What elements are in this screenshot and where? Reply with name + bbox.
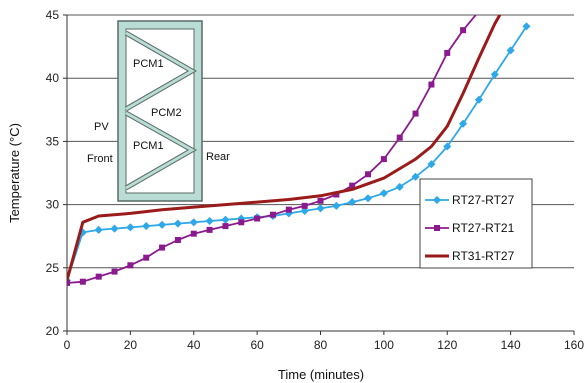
pcm1-bottom-label: PCM1 — [133, 140, 164, 152]
y-tick-label: 30 — [46, 198, 60, 212]
series-line — [67, 15, 502, 281]
data-point — [458, 119, 468, 128]
data-point — [506, 46, 515, 55]
data-point — [300, 206, 309, 216]
legend-box — [419, 178, 533, 269]
data-point — [443, 142, 452, 151]
pcm2-label: PCM2 — [151, 107, 182, 119]
data-point — [173, 219, 183, 228]
pv-label: PV — [94, 121, 109, 133]
data-point — [316, 204, 325, 213]
x-tick-label: 120 — [437, 338, 457, 352]
y-tick-label: 25 — [46, 261, 60, 275]
data-point — [348, 197, 357, 207]
data-point — [159, 244, 166, 251]
data-point — [94, 225, 103, 235]
y-tick-label: 20 — [46, 324, 60, 338]
y-tick-label: 35 — [46, 134, 60, 148]
data-point — [317, 197, 324, 204]
data-point — [474, 95, 484, 104]
x-tick-label: 60 — [250, 338, 264, 352]
pcm-schematic: PCM1 PCM2 PCM1 PV Front Rear — [87, 20, 230, 202]
data-point — [444, 49, 451, 56]
axes: 0 20 40 60 80 100 120 140 160 20 25 30 35 40 45 — [46, 8, 585, 352]
data-point — [490, 70, 499, 79]
data-point — [333, 191, 340, 198]
data-point — [411, 172, 420, 181]
data-point — [365, 171, 372, 178]
y-tick-label: 45 — [46, 8, 60, 22]
legend-item: RT27-RT21 — [425, 221, 515, 235]
data-point — [190, 230, 197, 237]
data-point — [111, 268, 118, 275]
series-rt31-rt27 — [67, 15, 502, 281]
data-point — [460, 27, 467, 34]
data-point — [189, 218, 198, 227]
x-tick-label: 20 — [124, 338, 138, 352]
data-point — [95, 273, 102, 280]
data-point — [380, 156, 387, 163]
x-tick-label: 140 — [501, 338, 521, 352]
data-point — [238, 219, 245, 226]
data-point — [395, 182, 404, 192]
data-point — [254, 215, 261, 222]
data-point — [349, 182, 356, 189]
data-point — [205, 216, 214, 226]
data-point — [363, 194, 373, 203]
data-point — [332, 201, 341, 211]
data-point — [126, 223, 135, 232]
x-tick-label: 40 — [187, 338, 201, 352]
data-point — [428, 81, 435, 88]
data-point — [222, 223, 229, 230]
data-point — [432, 195, 442, 205]
legend-label: RT27-RT21 — [452, 221, 515, 235]
x-tick-label: 100 — [374, 338, 394, 352]
x-tick-label: 80 — [314, 338, 328, 352]
data-point — [412, 110, 419, 117]
legend-label: RT31-RT27 — [452, 249, 515, 263]
series-rt27-rt21 — [67, 8, 482, 286]
x-tick-label: 0 — [64, 338, 71, 352]
fin-top-inner — [125, 31, 196, 111]
data-point — [110, 224, 119, 233]
data-point — [157, 220, 167, 229]
rear-label: Rear — [206, 151, 230, 163]
y-axis-label: Temperature (°C) — [7, 123, 22, 223]
data-point — [142, 221, 151, 231]
pcm1-top-label: PCM1 — [133, 58, 164, 70]
data-point — [285, 206, 292, 213]
legend-item: RT27-RT27 — [425, 193, 515, 207]
legend: RT27-RT27 RT27-RT21 RT31-RT27 — [419, 178, 533, 269]
data-point — [396, 134, 403, 141]
x-tick-label: 160 — [564, 338, 584, 352]
data-point — [522, 22, 531, 31]
series-layer — [67, 8, 531, 286]
legend-label: RT27-RT27 — [452, 193, 515, 207]
data-point — [127, 262, 134, 269]
data-point — [476, 8, 482, 14]
data-point — [206, 226, 213, 233]
data-point — [427, 159, 436, 169]
y-tick-label: 40 — [46, 71, 60, 85]
data-point — [221, 215, 230, 224]
data-point — [269, 211, 276, 218]
data-point — [143, 254, 150, 261]
data-point — [379, 189, 389, 198]
data-point — [301, 202, 308, 209]
data-point — [174, 236, 181, 243]
fin-bottom-inner — [125, 111, 196, 190]
data-point — [67, 279, 70, 286]
data-point — [434, 225, 440, 231]
data-point — [79, 278, 86, 285]
legend-item: RT31-RT27 — [425, 249, 515, 263]
front-label: Front — [87, 153, 113, 165]
x-axis-label: Time (minutes) — [278, 367, 364, 382]
